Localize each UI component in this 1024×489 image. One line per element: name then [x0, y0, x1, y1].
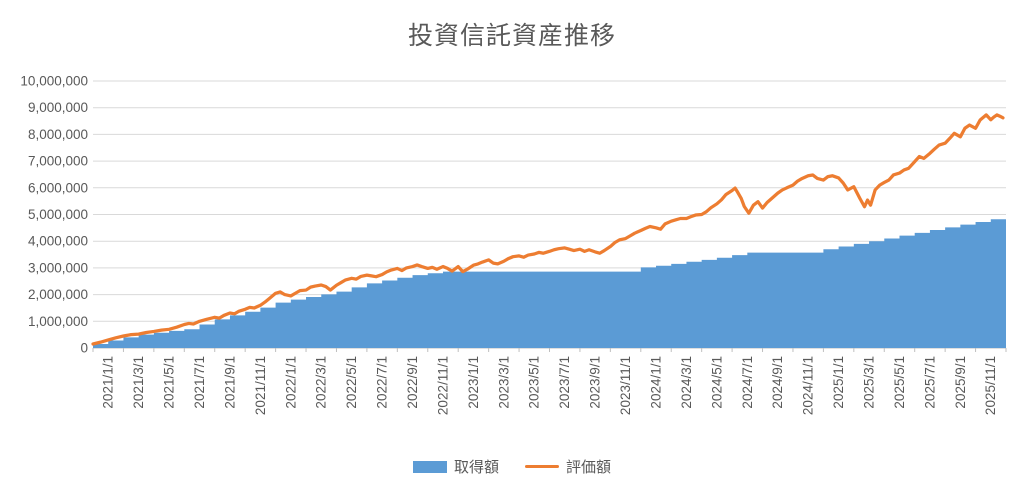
y-axis-tick-label: 5,000,000 [28, 207, 88, 222]
x-axis-tick-label: 2021/7/1 [192, 356, 207, 409]
x-axis-tick-label: 2021/1/1 [101, 356, 116, 409]
x-axis-tick-label: 2024/11/1 [801, 356, 816, 415]
y-axis-tick-label: 3,000,000 [28, 260, 88, 275]
x-axis-tick-label: 2023/3/1 [496, 356, 511, 409]
x-axis-tick-label: 2022/3/1 [314, 356, 329, 409]
acquisition-area-swatch-icon [412, 460, 447, 473]
y-axis-tick-label: 2,000,000 [28, 287, 88, 302]
x-axis-tick-label: 2022/9/1 [405, 356, 420, 409]
y-axis-tick-label: 6,000,000 [28, 180, 88, 195]
x-axis-tick-label: 2025/9/1 [953, 356, 968, 409]
y-axis-tick-label: 1,000,000 [28, 314, 88, 329]
x-axis-tick-label: 2022/5/1 [344, 356, 359, 409]
y-axis-tick-label: 0 [80, 340, 88, 355]
x-axis-tick-label: 2025/5/1 [892, 356, 907, 409]
y-axis-tick-label: 10,000,000 [20, 73, 88, 88]
x-axis-tick-label: 2022/1/1 [283, 356, 298, 409]
legend-label-acquisition: 取得額 [453, 459, 499, 476]
x-axis-tick-label: 2023/1/1 [466, 356, 481, 409]
legend-label-valuation: 評価額 [566, 459, 612, 476]
x-axis-tick-label: 2021/5/1 [162, 356, 177, 409]
x-axis-tick-label: 2024/3/1 [679, 356, 694, 409]
x-axis-tick-label: 2023/9/1 [588, 356, 603, 409]
x-axis-tick-label: 2021/11/1 [253, 356, 268, 415]
x-axis-tick-label: 2025/7/1 [922, 356, 937, 409]
x-axis-tick-label: 2024/7/1 [740, 356, 755, 409]
y-axis-tick-label: 4,000,000 [28, 234, 88, 249]
x-axis-tick-label: 2025/11/1 [983, 356, 998, 415]
y-axis-tick-label: 7,000,000 [28, 154, 88, 169]
y-axis-tick-label: 8,000,000 [28, 127, 88, 142]
x-axis-tick-label: 2024/1/1 [648, 356, 663, 409]
x-axis-tick-label: 2021/9/1 [222, 356, 237, 409]
valuation-line-swatch-icon [525, 464, 559, 469]
y-axis-tick-label: 9,000,000 [28, 100, 88, 115]
x-axis-tick-label: 2024/5/1 [709, 356, 724, 409]
x-axis-tick-label: 2022/7/1 [375, 356, 390, 409]
acquisition-area-series[interactable] [93, 219, 1006, 348]
chart-title: 投資信託資産推移 [407, 22, 616, 50]
x-axis-tick-label: 2021/3/1 [131, 356, 146, 409]
valuation-line-series[interactable] [91, 113, 1005, 346]
x-axis-tick-label: 2023/7/1 [557, 356, 572, 409]
x-axis-tick-label: 2023/5/1 [527, 356, 542, 409]
legend: 取得額 評価額 [0, 456, 1024, 477]
x-axis-tick-label: 2025/1/1 [831, 356, 846, 409]
x-axis-tick-label: 2022/11/1 [435, 356, 450, 415]
legend-item-acquisition[interactable]: 取得額 [412, 456, 499, 477]
x-axis-tick-label: 2025/3/1 [862, 356, 877, 409]
x-axis-tick-label: 2023/11/1 [618, 356, 633, 415]
x-axis-tick-label: 2024/9/1 [770, 356, 785, 409]
legend-item-valuation[interactable]: 評価額 [525, 456, 611, 477]
